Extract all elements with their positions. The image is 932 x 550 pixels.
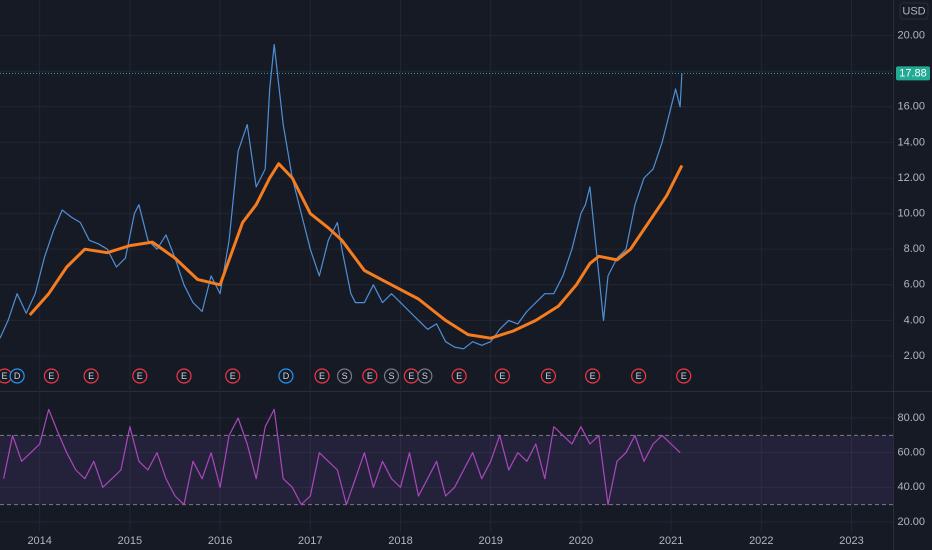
y-tick-label: 80.00 bbox=[897, 412, 925, 424]
event-marker bbox=[9, 368, 25, 384]
y-tick-label: 10.00 bbox=[897, 207, 925, 219]
event-label: E bbox=[2, 371, 8, 381]
event-marker bbox=[383, 368, 400, 384]
event-marker bbox=[176, 368, 192, 384]
y-tick-label: 12.00 bbox=[897, 172, 925, 184]
event-label: E bbox=[181, 371, 187, 381]
x-tick-label: 2021 bbox=[659, 535, 683, 547]
y-tick-label: 60.00 bbox=[897, 447, 925, 459]
y-tick-label: 4.00 bbox=[904, 314, 925, 326]
y-tick-label: 8.00 bbox=[904, 243, 925, 255]
event-marker bbox=[336, 368, 353, 384]
event-label: D bbox=[283, 371, 290, 381]
event-label: E bbox=[48, 371, 54, 381]
event-label: S bbox=[342, 371, 348, 381]
event-marker bbox=[585, 368, 601, 384]
event-marker bbox=[83, 368, 99, 384]
event-label: E bbox=[456, 371, 462, 381]
y-tick-label: 6.00 bbox=[904, 279, 925, 291]
event-marker bbox=[43, 368, 60, 384]
event-marker bbox=[540, 368, 557, 384]
event-label: S bbox=[422, 371, 428, 381]
event-marker bbox=[631, 368, 647, 384]
y-tick-label: 2.00 bbox=[904, 350, 925, 362]
currency: USD bbox=[902, 5, 925, 17]
event-label: E bbox=[681, 371, 687, 381]
x-tick-label: 2022 bbox=[749, 535, 773, 547]
event-marker bbox=[362, 368, 378, 384]
event-label: S bbox=[388, 371, 394, 381]
rsi-band bbox=[0, 435, 893, 505]
x-tick-label: 2015 bbox=[118, 535, 142, 547]
event-label: E bbox=[230, 371, 236, 381]
x-tick-label: 2016 bbox=[208, 535, 232, 547]
event-label: E bbox=[499, 371, 505, 381]
event-label: E bbox=[408, 371, 414, 381]
currency-box[interactable] bbox=[899, 2, 929, 20]
event-marker bbox=[132, 368, 148, 384]
y-tick-label: 20.00 bbox=[897, 30, 925, 42]
event-label: E bbox=[88, 371, 94, 381]
event-marker bbox=[451, 368, 467, 384]
event-marker bbox=[225, 368, 241, 384]
series-line bbox=[28, 162, 684, 340]
event-label: E bbox=[137, 371, 143, 381]
x-tick-label: 2023 bbox=[839, 535, 863, 547]
series-line bbox=[3, 408, 681, 506]
event-marker bbox=[314, 368, 330, 384]
y-tick-label: 16.00 bbox=[897, 101, 925, 113]
x-tick-label: 2017 bbox=[298, 535, 322, 547]
event-label: E bbox=[590, 371, 596, 381]
event-label: E bbox=[367, 371, 373, 381]
event-marker bbox=[494, 368, 511, 384]
series-line bbox=[0, 43, 683, 350]
last-price-box bbox=[896, 66, 930, 81]
event-marker bbox=[278, 368, 294, 384]
event-label: D bbox=[14, 371, 21, 381]
x-tick-label: 2018 bbox=[388, 535, 412, 547]
event-label: E bbox=[636, 371, 642, 381]
last-price-label: 17.88 bbox=[899, 68, 927, 80]
event-marker bbox=[676, 368, 692, 384]
event-label: E bbox=[545, 371, 551, 381]
event-label: E bbox=[319, 371, 325, 381]
x-tick-label: 2014 bbox=[27, 535, 51, 547]
y-tick-label: 40.00 bbox=[897, 481, 925, 493]
mark-layer bbox=[0, 43, 684, 506]
y-tick-label: 20.00 bbox=[897, 516, 925, 528]
y-tick-label: 14.00 bbox=[897, 136, 925, 148]
event-marker bbox=[417, 368, 433, 384]
x-tick-label: 2020 bbox=[569, 535, 593, 547]
x-tick-label: 2019 bbox=[478, 535, 502, 547]
